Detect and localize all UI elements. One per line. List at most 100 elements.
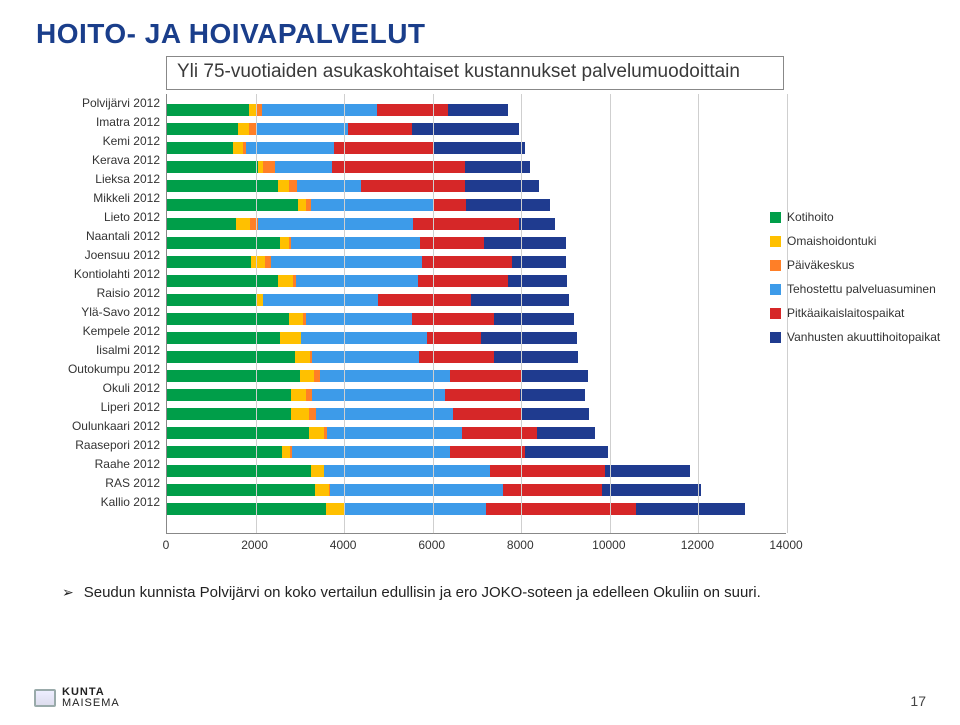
bar-segment <box>605 465 689 477</box>
bar-segment <box>167 370 300 382</box>
bar-segment <box>450 370 521 382</box>
bar-segment <box>450 446 525 458</box>
bar-segment <box>257 123 348 135</box>
bar <box>167 237 566 249</box>
bar <box>167 199 550 211</box>
bar <box>167 218 555 230</box>
legend-item: Päiväkeskus <box>770 258 950 272</box>
legend-label: Päiväkeskus <box>787 258 854 272</box>
bar-segment <box>296 275 418 287</box>
bar-segment <box>167 180 278 192</box>
y-tick-label: Kontiolahti 2012 <box>36 265 160 284</box>
bar-segment <box>167 389 291 401</box>
bar-segment <box>309 427 325 439</box>
legend-item: Omaishoidontuki <box>770 234 950 248</box>
bar-segment <box>256 294 264 306</box>
bar-segment <box>413 218 519 230</box>
bar-segment <box>311 465 324 477</box>
legend-label: Tehostettu palveluasuminen <box>787 282 936 296</box>
x-axis-labels: 02000400060008000100001200014000 <box>166 534 786 556</box>
bar-segment <box>167 161 258 173</box>
bar-segment <box>311 199 433 211</box>
bar-segment <box>503 484 603 496</box>
bar-segment <box>419 351 494 363</box>
bar-segment <box>418 275 509 287</box>
y-tick-label: Kempele 2012 <box>36 322 160 341</box>
bar-segment <box>445 389 520 401</box>
bar-segment <box>167 465 311 477</box>
bar <box>167 104 508 116</box>
bar-segment <box>427 332 480 344</box>
legend-label: Kotihoito <box>787 210 834 224</box>
bar <box>167 484 701 496</box>
bar-segment <box>471 294 568 306</box>
bar-segment <box>377 104 448 116</box>
bar-segment <box>291 389 306 401</box>
bar-segment <box>412 313 494 325</box>
y-tick-label: Lieto 2012 <box>36 208 160 227</box>
bar-segment <box>330 484 503 496</box>
bar-segment <box>320 370 451 382</box>
logo-mark-icon <box>34 689 56 707</box>
note-bullet-icon: ➢ <box>62 584 74 601</box>
bar-segment <box>344 503 486 515</box>
bar-segment <box>525 446 608 458</box>
bar <box>167 427 595 439</box>
plot-area <box>166 94 786 534</box>
legend-item: Pitkäaikaislaitospaikat <box>770 306 950 320</box>
legend: Kotihoito Omaishoidontuki Päiväkeskus Tehos… <box>770 210 950 354</box>
y-tick-label: Joensuu 2012 <box>36 246 160 265</box>
bar-segment <box>236 218 250 230</box>
bar-segment <box>292 446 449 458</box>
bar-segment <box>167 446 282 458</box>
bar-segment <box>298 199 307 211</box>
bar <box>167 351 578 363</box>
bar-segment <box>434 142 525 154</box>
y-tick-label: Iisalmi 2012 <box>36 341 160 360</box>
bar <box>167 370 588 382</box>
y-tick-label: Okuli 2012 <box>36 379 160 398</box>
x-tick-label: 10000 <box>592 538 625 552</box>
legend-swatch-icon <box>770 260 781 271</box>
bar-segment <box>291 408 309 420</box>
y-tick-label: Kemi 2012 <box>36 132 160 151</box>
bar-segment <box>263 161 275 173</box>
bar-segment <box>167 123 238 135</box>
chart-subtitle: Yli 75-vuotiaiden asukaskohtaiset kustan… <box>177 61 740 82</box>
bar-segment <box>465 180 538 192</box>
bar <box>167 161 530 173</box>
bar-segment <box>167 351 295 363</box>
bar-segment <box>280 332 301 344</box>
bar-segment <box>167 104 249 116</box>
bar-segment <box>233 142 243 154</box>
bar-segment <box>167 427 309 439</box>
y-tick-label: Liperi 2012 <box>36 398 160 417</box>
x-tick-label: 4000 <box>330 538 357 552</box>
bar-segment <box>494 313 574 325</box>
bar-segment <box>334 142 434 154</box>
logo: KUNTA MAISEMA <box>34 687 120 709</box>
bar-segment <box>466 199 550 211</box>
subtitle-box: Yli 75-vuotiaiden asukaskohtaiset kustan… <box>166 56 784 90</box>
legend-swatch-icon <box>770 332 781 343</box>
legend-label: Omaishoidontuki <box>787 234 876 248</box>
bar-segment <box>258 218 413 230</box>
bar-segment <box>291 237 419 249</box>
legend-label: Pitkäaikaislaitospaikat <box>787 306 904 320</box>
bar-segment <box>278 180 290 192</box>
bar-segment <box>167 503 326 515</box>
bar-segment <box>251 256 265 268</box>
legend-swatch-icon <box>770 284 781 295</box>
bar-segment <box>521 370 587 382</box>
note: ➢ Seudun kunnista Polvijärvi on koko ver… <box>62 584 924 601</box>
y-tick-label: Mikkeli 2012 <box>36 189 160 208</box>
bar <box>167 313 574 325</box>
bar-segment <box>486 503 637 515</box>
bar <box>167 446 608 458</box>
bar-segment <box>332 161 465 173</box>
bar-segment <box>167 408 291 420</box>
bar-segment <box>238 123 250 135</box>
page-title: HOITO- JA HOIVAPALVELUT <box>36 18 924 50</box>
bar-segment <box>280 237 289 249</box>
y-tick-label: Imatra 2012 <box>36 113 160 132</box>
